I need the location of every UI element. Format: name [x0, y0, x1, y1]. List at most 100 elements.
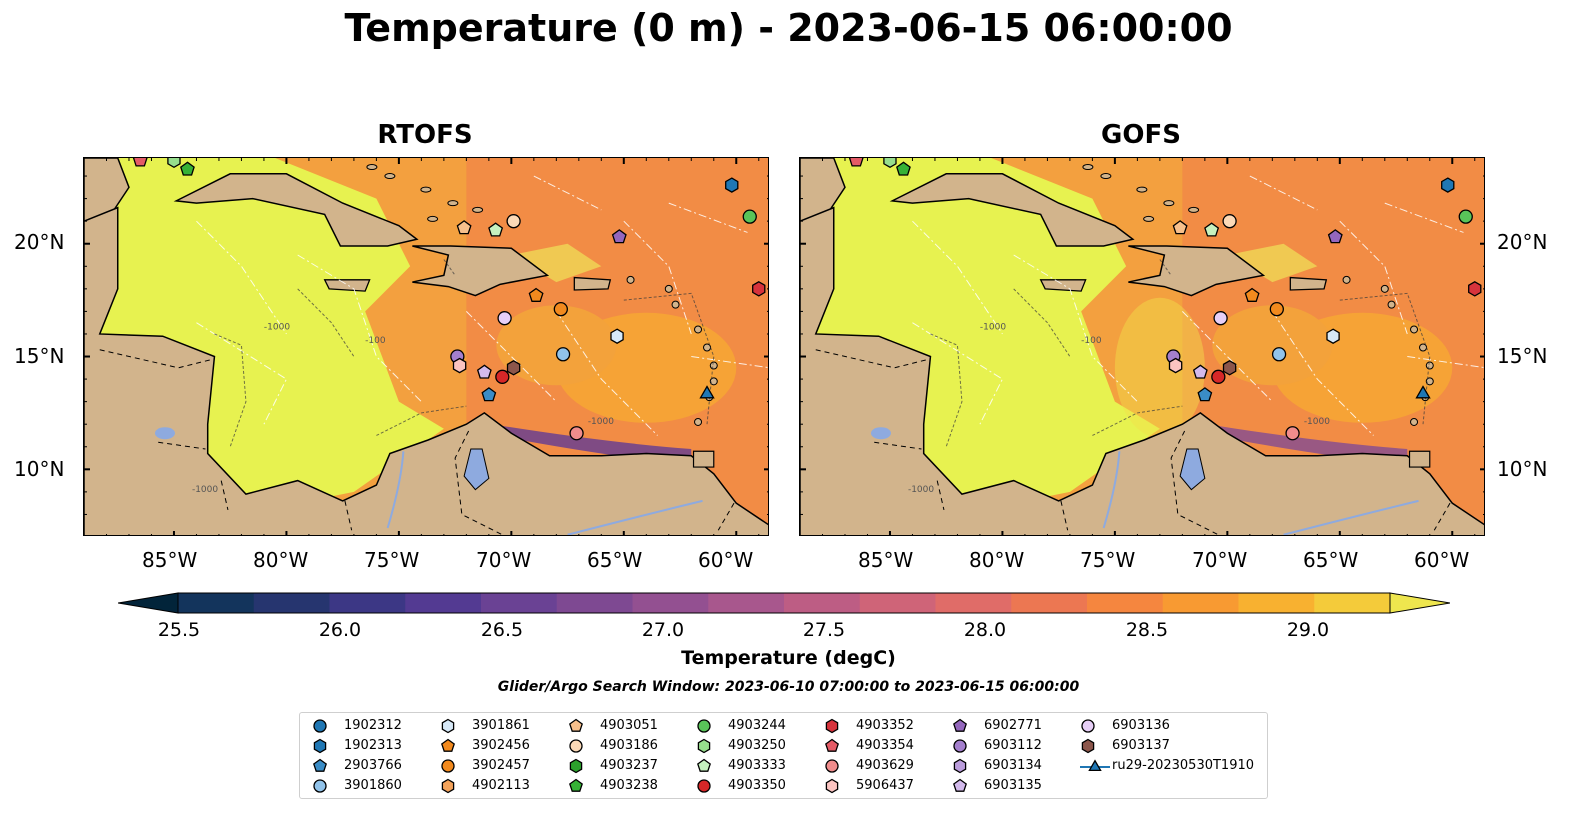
colorbar-extend-high	[1389, 592, 1451, 614]
station-marker-4903354[interactable]	[848, 158, 864, 167]
legend-marker[interactable]	[953, 758, 967, 774]
legend-marker[interactable]	[953, 739, 967, 753]
station-marker-4903333[interactable]	[488, 222, 504, 237]
legend-marker[interactable]	[313, 758, 327, 772]
lon-label-70w: 70°W	[476, 548, 532, 572]
station-marker-4903352[interactable]	[1468, 281, 1482, 297]
station-marker-4903354[interactable]	[132, 158, 148, 167]
legend-marker[interactable]	[313, 779, 327, 793]
legend-marker[interactable]	[825, 718, 839, 734]
legend-marker[interactable]	[441, 759, 455, 773]
station-marker-4903244[interactable]	[1458, 209, 1473, 224]
legend-marker[interactable]	[1081, 719, 1095, 733]
legend-marker[interactable]	[1088, 759, 1102, 772]
station-marker-4903629[interactable]	[1285, 426, 1300, 441]
station-marker-4903629[interactable]	[569, 426, 584, 441]
legend-marker[interactable]	[313, 738, 327, 754]
legend-marker[interactable]	[697, 758, 711, 772]
eez-boundary	[912, 220, 1003, 335]
legend-marker[interactable]	[441, 738, 455, 752]
legend-marker[interactable]	[953, 718, 967, 732]
station-marker-6903137[interactable]	[506, 360, 521, 376]
station-marker-6903136[interactable]	[497, 311, 512, 326]
colorbar-outline	[177, 592, 1391, 614]
station-marker-6903135[interactable]	[1192, 364, 1208, 379]
land-island	[709, 377, 718, 386]
station-marker-6903135[interactable]	[476, 364, 492, 379]
lon-label-75w: 75°W	[1080, 548, 1136, 572]
legend-marker[interactable]	[569, 758, 583, 774]
station-marker-4903250[interactable]	[167, 158, 181, 169]
lake-nicaragua	[870, 427, 891, 440]
legend-label: 4903238	[600, 778, 658, 793]
station-marker-6902771[interactable]	[1327, 229, 1343, 244]
station-marker-1902313[interactable]	[1441, 177, 1455, 193]
map-panel-gofs[interactable]: -100 -1000 -1000 -1000	[799, 157, 1485, 536]
station-marker-5906437[interactable]	[1168, 357, 1183, 374]
station-marker-3901861[interactable]	[1326, 328, 1340, 344]
isobath-contour	[376, 405, 467, 436]
station-marker-6902771[interactable]	[611, 229, 627, 244]
station-marker-2903766[interactable]	[481, 387, 497, 402]
station-marker-4903186[interactable]	[506, 214, 521, 229]
legend-label: 5906437	[856, 778, 914, 793]
legend-marker[interactable]	[953, 778, 967, 792]
land-island	[694, 325, 703, 334]
legend-circle-icon	[825, 759, 839, 773]
glider-marker[interactable]	[1415, 385, 1431, 399]
station-marker-3901860[interactable]	[1271, 347, 1287, 362]
station-marker-4903333[interactable]	[1204, 222, 1220, 237]
legend-hexagon-icon	[1081, 738, 1095, 754]
legend-marker[interactable]	[569, 739, 583, 753]
station-marker-4903051[interactable]	[456, 220, 472, 235]
station-marker-3902457[interactable]	[553, 301, 568, 317]
station-marker-3901861[interactable]	[610, 328, 624, 344]
legend-marker[interactable]	[1081, 738, 1095, 754]
legend-marker[interactable]	[825, 759, 839, 773]
station-marker-4903352[interactable]	[752, 281, 766, 297]
map-canvas: -100 -1000 -1000 -1000	[84, 158, 768, 535]
legend-marker[interactable]	[697, 779, 711, 793]
station-marker-4903238[interactable]	[180, 161, 195, 176]
station-marker-1902313[interactable]	[725, 177, 739, 193]
legend-label: 6903136	[1112, 718, 1170, 733]
legend-marker[interactable]	[569, 718, 583, 732]
station-marker-3901860[interactable]	[555, 347, 571, 362]
land-cuba	[173, 173, 419, 247]
eez-boundary	[1384, 202, 1464, 233]
legend-circle-icon	[953, 739, 967, 753]
station-marker-4903186[interactable]	[1222, 214, 1237, 229]
station-marker-3902456[interactable]	[1244, 287, 1260, 302]
legend-marker[interactable]	[697, 719, 711, 733]
legend-marker[interactable]	[825, 738, 839, 752]
station-marker-6903137[interactable]	[1222, 360, 1237, 376]
map-panel-rtofs[interactable]: -100 -1000 -1000 -1000	[83, 157, 769, 536]
legend-marker[interactable]	[313, 719, 327, 733]
station-marker-4903350[interactable]	[495, 369, 510, 384]
legend-label: 3902457	[472, 758, 530, 773]
legend-marker[interactable]	[825, 778, 839, 794]
station-marker-3902457[interactable]	[1269, 301, 1284, 317]
station-marker-5906437[interactable]	[452, 357, 467, 374]
land-cuba	[889, 173, 1135, 247]
land-puerto-rico	[573, 276, 612, 291]
legend-marker[interactable]	[441, 778, 455, 794]
station-marker-4903244[interactable]	[742, 209, 757, 224]
lat-label-15n: 15°N	[14, 344, 65, 368]
legend-marker[interactable]	[441, 718, 455, 734]
legend-label: 4903186	[600, 738, 658, 753]
contour-label: -1000	[264, 322, 290, 332]
station-marker-4903238[interactable]	[896, 161, 911, 176]
legend-marker[interactable]	[569, 778, 583, 792]
legend-pentagon-icon	[953, 718, 967, 732]
station-marker-3902456[interactable]	[528, 287, 544, 302]
station-marker-4903350[interactable]	[1211, 369, 1226, 384]
station-marker-4903250[interactable]	[883, 158, 897, 169]
legend-label: 4903237	[600, 758, 658, 773]
station-marker-2903766[interactable]	[1197, 387, 1213, 402]
station-marker-4903051[interactable]	[1172, 220, 1188, 235]
colorbar-segment	[935, 593, 1012, 613]
legend-marker[interactable]	[697, 738, 711, 754]
station-marker-6903136[interactable]	[1213, 311, 1228, 326]
glider-marker[interactable]	[699, 385, 715, 399]
